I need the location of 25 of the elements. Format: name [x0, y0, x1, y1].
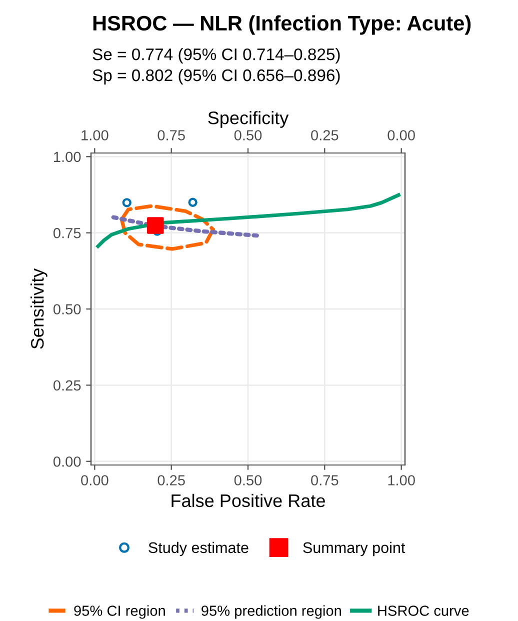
- x-tick-label: 0.00: [81, 475, 108, 486]
- y-tick-label: 0.00: [53, 456, 81, 467]
- x2-tick-label: 0.00: [388, 130, 415, 140]
- y-axis-title: Sensitivity: [30, 268, 48, 349]
- legend-label: 95% prediction region: [202, 605, 341, 619]
- x-tick-label: 1.00: [388, 475, 415, 486]
- y-tick-label: 0.25: [53, 380, 81, 391]
- x2-tick-label: 0.50: [234, 130, 262, 140]
- x-tick-label: 0.25: [158, 475, 185, 486]
- x-tick-label: 0.75: [311, 475, 338, 486]
- legend-label: Study estimate: [148, 542, 248, 556]
- legend-label: 95% CI region: [74, 605, 165, 619]
- y-tick-label: 1.00: [54, 152, 81, 162]
- x-axis-title: False Positive Rate: [172, 494, 325, 508]
- x-tick-label: 0.50: [234, 475, 262, 486]
- chart-subtitle: Se = 0.774 (95% CI 0.714–0.825) Sp = 0.802 (95% CI 0.656–0.896): [92, 48, 340, 85]
- x2-tick-label: 1.00: [82, 130, 108, 140]
- x2-tick-label: 0.75: [158, 130, 185, 140]
- x2-axis-title: Specificity: [208, 111, 289, 128]
- chart-title: HSROC — NLR (Infection Type: Acute): [93, 15, 471, 35]
- y-tick-label: 0.50: [53, 304, 81, 314]
- legend-label: HSROC curve: [378, 606, 469, 616]
- y-tick-label: 0.75: [53, 228, 81, 238]
- legend-label: Summary point: [303, 542, 406, 556]
- x2-tick-label: 0.25: [311, 130, 338, 140]
